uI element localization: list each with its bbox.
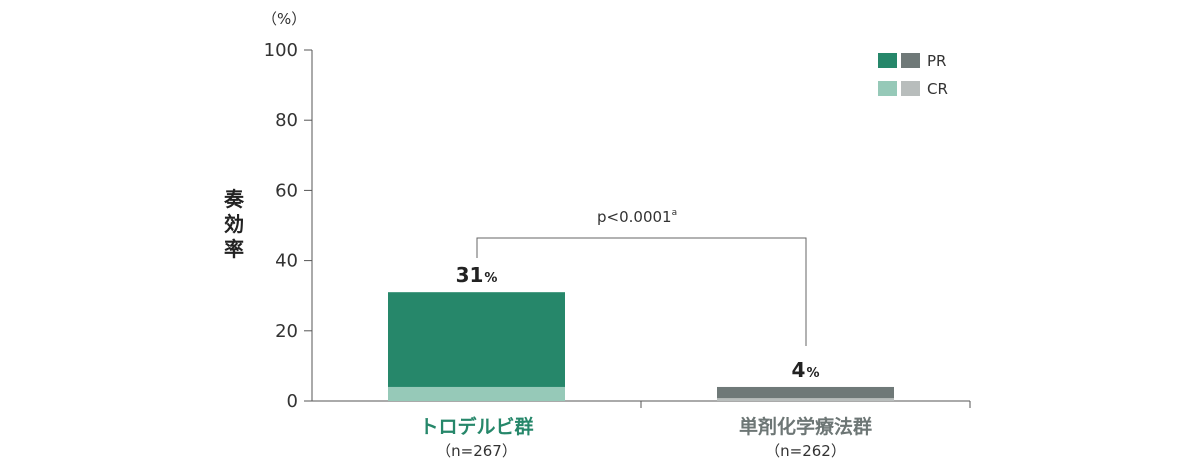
value-labels: 31% 4% — [456, 263, 820, 382]
value-label: 31% — [456, 263, 498, 287]
x-ticks — [640, 401, 971, 408]
legend-label: CR — [927, 80, 948, 98]
p-value-text: p<0.0001 — [597, 208, 672, 226]
p-value-superscript: a — [672, 208, 678, 218]
y-tick-label: 60 — [275, 180, 298, 201]
category-label: 単剤化学療法群 — [739, 415, 872, 438]
bar-cr — [717, 398, 894, 401]
y-tick-label: 0 — [287, 391, 298, 412]
y-tick-label: 80 — [275, 110, 298, 131]
y-unit-label: （%） — [262, 10, 306, 28]
y-tick-label: 100 — [264, 40, 298, 61]
legend: PR CR — [878, 52, 948, 98]
legend-swatch — [901, 53, 920, 68]
category-n-label: （n=267） — [436, 442, 517, 460]
bars — [388, 292, 894, 401]
bar-cr — [388, 386, 565, 401]
bar-pr — [388, 292, 565, 387]
y-tick-label: 20 — [275, 321, 298, 342]
category-labels: トロデルビ群 （n=267） 単剤化学療法群 （n=262） — [419, 415, 872, 460]
bracket-line — [476, 237, 807, 346]
legend-swatch — [901, 81, 920, 96]
category-label: トロデルビ群 — [419, 415, 533, 438]
category-n-label: （n=262） — [765, 442, 846, 460]
legend-swatch — [878, 53, 897, 68]
significance-bracket: p<0.0001a — [476, 208, 807, 346]
legend-label: PR — [927, 52, 946, 70]
y-tick-label: 40 — [275, 251, 298, 272]
bar-pr — [717, 386, 894, 399]
p-value-label: p<0.0001a — [597, 208, 677, 226]
y-axis-label: 奏効率 — [223, 187, 245, 261]
value-label: 4% — [792, 358, 820, 382]
legend-swatch — [878, 81, 897, 96]
y-ticks: 0 20 40 60 80 100 — [264, 40, 312, 412]
